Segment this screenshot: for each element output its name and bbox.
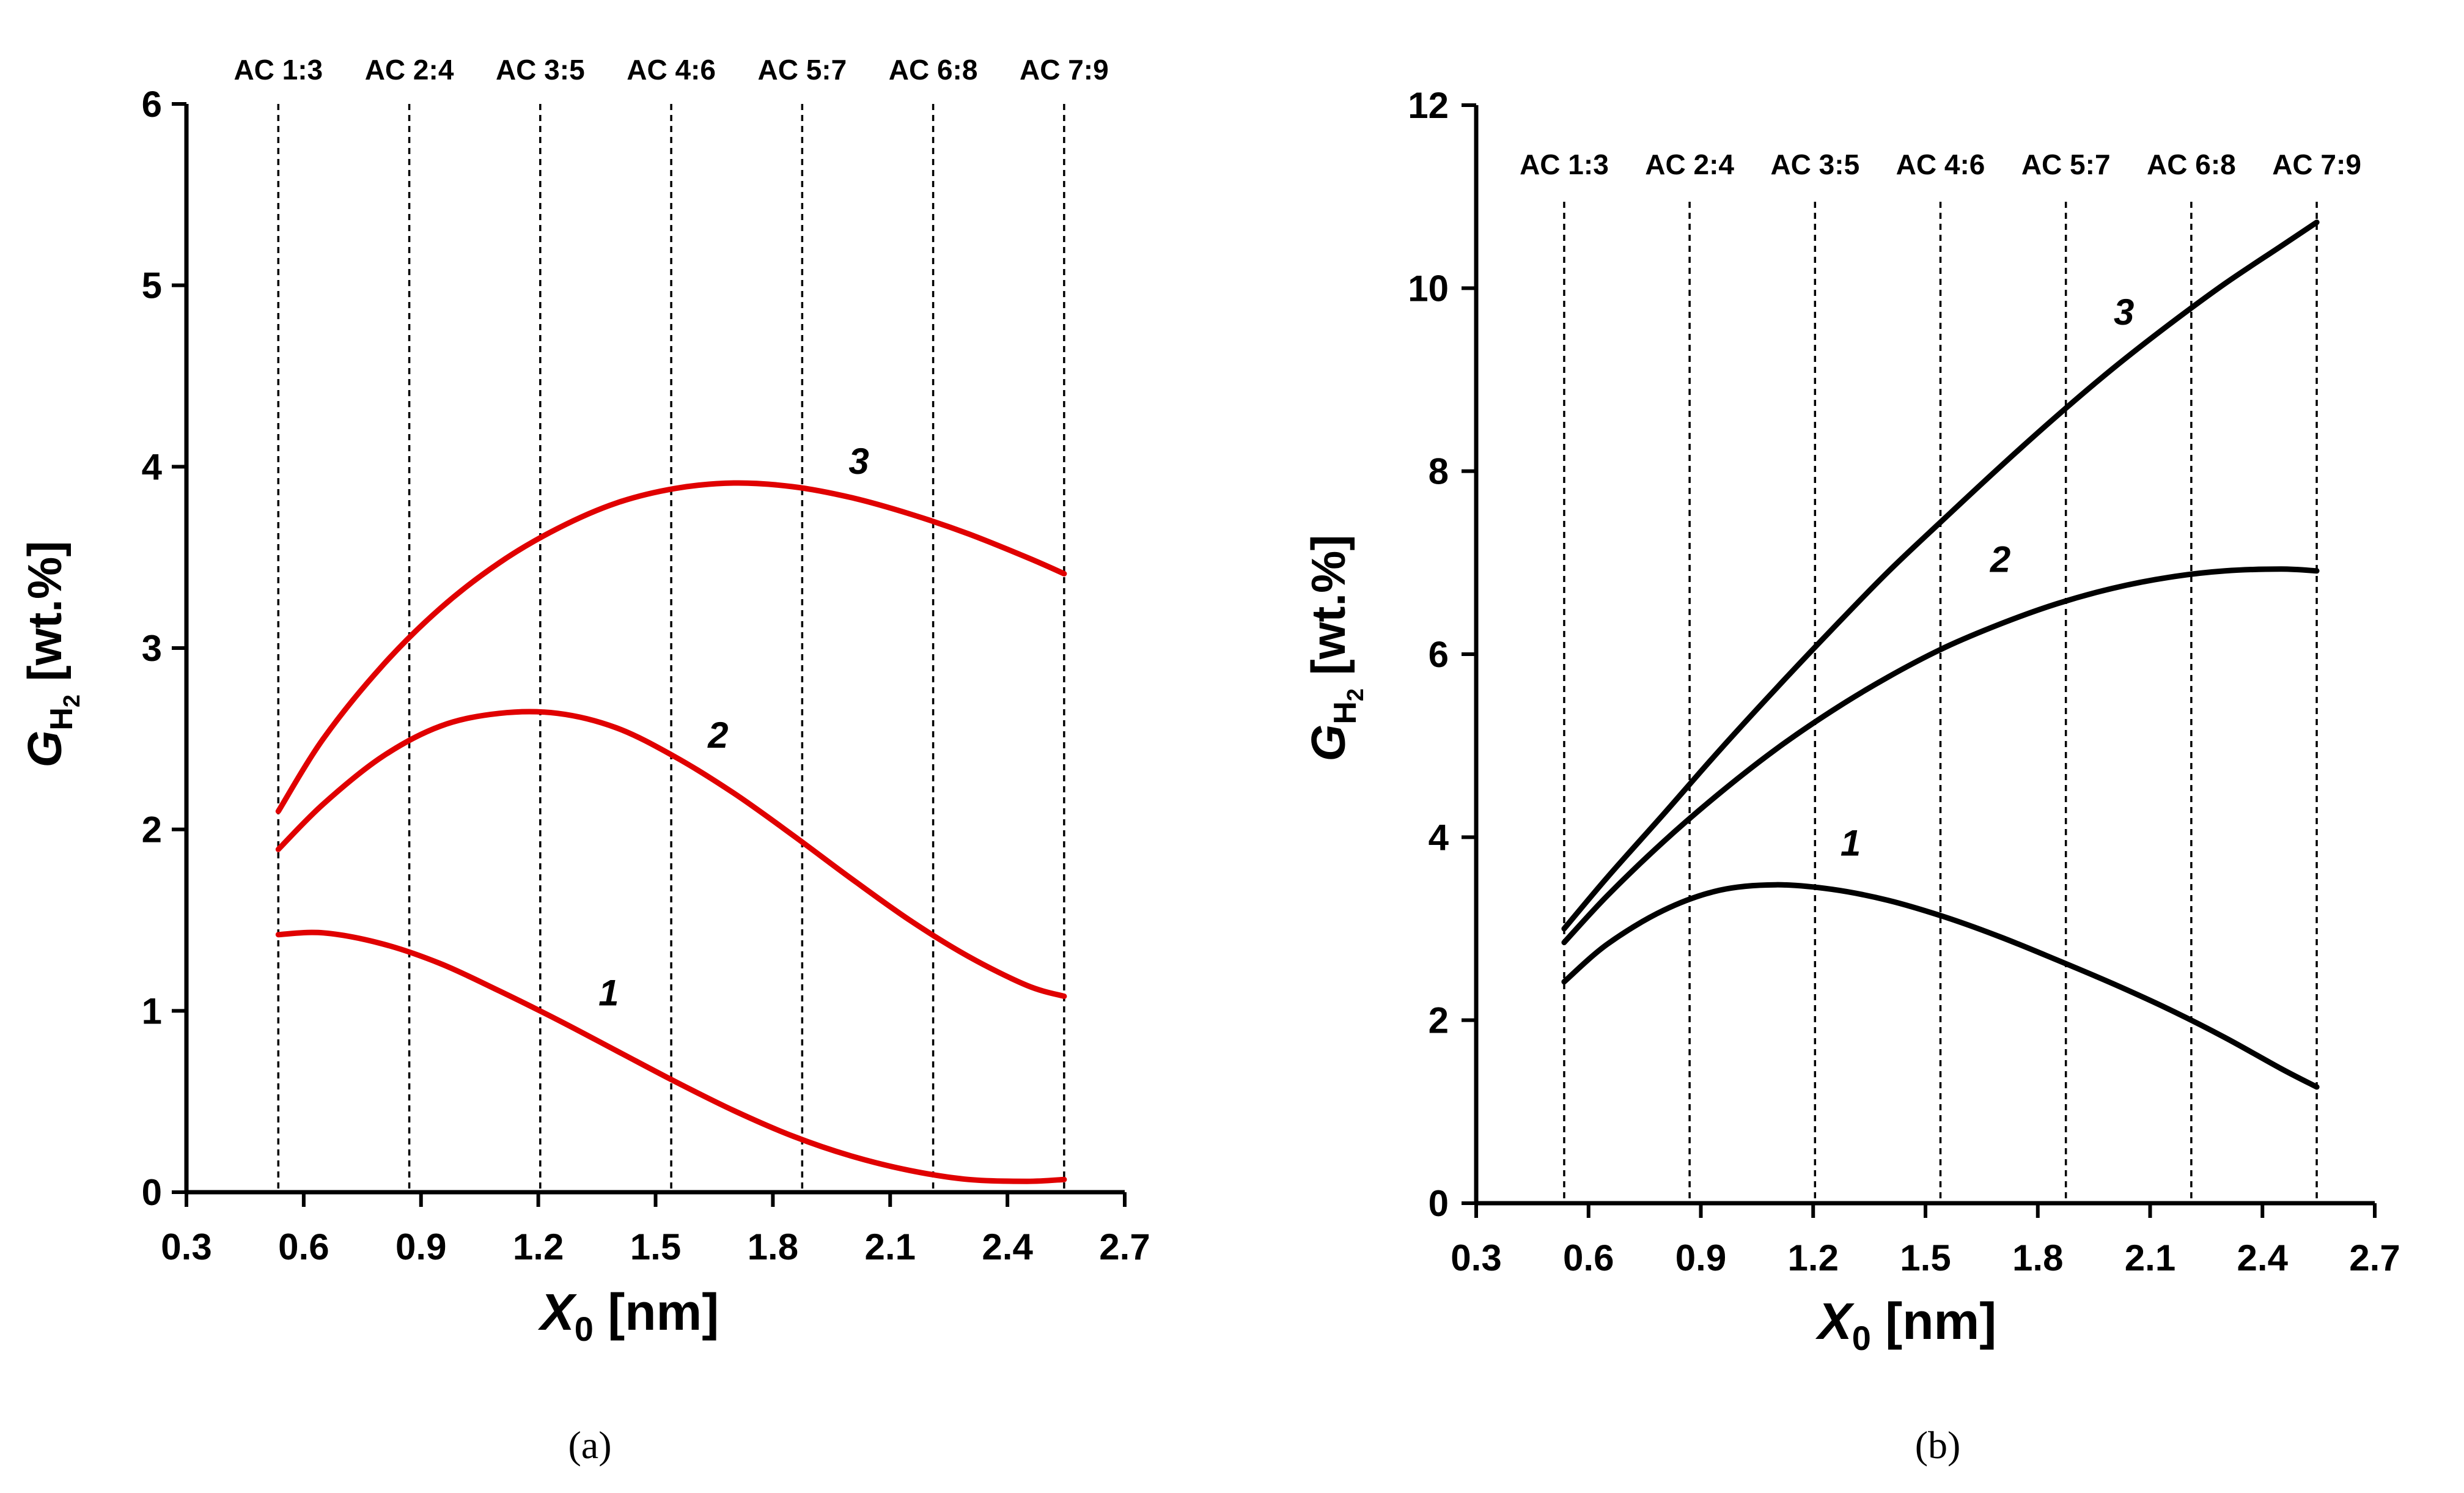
x-tick-label: 1.2	[513, 1226, 564, 1267]
x-tick-label: 2.1	[865, 1226, 916, 1267]
x-tick-label: 1.8	[748, 1226, 798, 1267]
y-tick-label: 0	[142, 1172, 162, 1213]
x-tick-label: 2.7	[1099, 1226, 1150, 1267]
y-tick-label: 3	[142, 628, 162, 669]
y-tick-label: 4	[1429, 817, 1449, 858]
ac-sample-label: AC 1:3	[234, 54, 323, 86]
x-axis-title: X0 [nm]	[538, 1283, 719, 1348]
series-3-label: 3	[848, 441, 869, 482]
x-tick-label: 2.1	[2125, 1237, 2175, 1278]
y-axis-title-unit: [wt.%]	[18, 541, 72, 695]
ac-sample-label: AC 4:6	[627, 54, 716, 86]
y-axis-title: GH2 [wt.%]	[18, 541, 85, 768]
y-axis-title-unit: [wt.%]	[1301, 535, 1355, 688]
y-axis-title-subscript: H	[44, 707, 79, 731]
x-tick-label: 0.3	[1451, 1237, 1501, 1278]
x-tick-label: 0.9	[395, 1226, 446, 1267]
ac-sample-label: AC 7:9	[2272, 149, 2361, 180]
x-axis-title-subscript: 0	[1852, 1319, 1871, 1357]
ac-sample-label: AC 1:3	[1520, 149, 1609, 180]
ac-sample-label: AC 7:9	[1020, 54, 1109, 86]
y-tick-label: 1	[142, 990, 162, 1031]
ac-sample-label: AC 3:5	[1770, 149, 1859, 180]
y-tick-label: 2	[1429, 1000, 1449, 1041]
panel-b-chart: AC 1:3 AC 2:4 AC 3:5 AC 4:6 AC 5:7 AC 6:8 AC 7…	[1301, 85, 2400, 1467]
series-1-label: 1	[1841, 822, 1861, 863]
y-axis-title-subsubscript: 2	[59, 695, 85, 707]
x-tick-label: 1.8	[2012, 1237, 2063, 1278]
x-tick-label: 2.4	[2237, 1237, 2289, 1278]
ac-sample-label: AC 4:6	[1896, 149, 1985, 180]
x-axis-title-symbol: X	[1815, 1292, 1855, 1350]
series-2-line	[1561, 566, 2320, 945]
ac-sample-label: AC 5:7	[2021, 149, 2111, 180]
y-tick-label: 10	[1408, 268, 1449, 309]
series-1-line	[1561, 882, 2320, 1090]
ac-sample-label: AC 3:5	[496, 54, 585, 86]
y-tick-label: 5	[142, 265, 162, 306]
ac-sample-label: AC 6:8	[2147, 149, 2236, 180]
y-tick-label: 6	[1429, 634, 1449, 675]
y-axis-title-symbol: G	[1301, 724, 1355, 762]
series-2-label: 2	[707, 715, 728, 756]
x-axis-title-subscript: 0	[575, 1310, 594, 1348]
x-tick-label: 0.6	[278, 1226, 329, 1267]
panel-a-chart: AC 1:3 AC 2:4 AC 3:5 AC 4:6 AC 5:7 AC 6:8 AC 7…	[18, 54, 1150, 1467]
x-axis-title-unit: [nm]	[1871, 1292, 1996, 1350]
series-3-label: 3	[2114, 292, 2134, 333]
y-tick-label: 0	[1429, 1183, 1449, 1224]
x-tick-label: 0.9	[1675, 1237, 1726, 1278]
y-tick-label: 6	[142, 84, 162, 125]
series-3-line	[1561, 219, 2320, 932]
x-tick-label: 1.5	[630, 1226, 681, 1267]
ac-sample-label: AC 6:8	[889, 54, 978, 86]
x-tick-label: 0.3	[161, 1226, 211, 1267]
series-2-line	[275, 709, 1067, 1000]
y-axis-title: GH2 [wt.%]	[1301, 535, 1369, 762]
y-axis-title-subsubscript: 2	[1343, 688, 1369, 701]
y-axis-title-symbol: G	[18, 731, 72, 768]
panel-caption: (b)	[1915, 1423, 1961, 1467]
y-tick-label: 2	[142, 809, 162, 850]
x-axis-title-unit: [nm]	[594, 1283, 719, 1341]
y-axis-title-subscript: H	[1328, 701, 1363, 724]
panel-caption: (a)	[568, 1423, 611, 1467]
series-1-line	[275, 929, 1067, 1184]
y-tick-label: 4	[142, 446, 163, 487]
ac-sample-label: AC 2:4	[1645, 149, 1734, 180]
x-tick-label: 2.4	[982, 1226, 1033, 1267]
ac-sample-label: AC 2:4	[365, 54, 454, 86]
y-tick-label: 8	[1429, 451, 1449, 492]
x-axis-title-symbol: X	[538, 1283, 578, 1341]
x-tick-label: 0.6	[1563, 1237, 1614, 1278]
y-tick-label: 12	[1408, 85, 1449, 126]
ac-sample-label: AC 5:7	[757, 54, 847, 86]
series-1-label: 1	[598, 972, 619, 1013]
x-tick-label: 1.2	[1788, 1237, 1839, 1278]
x-axis-title: X0 [nm]	[1815, 1292, 1996, 1357]
series-2-label: 2	[1990, 539, 2010, 580]
x-tick-label: 2.7	[2349, 1237, 2400, 1278]
x-tick-label: 1.5	[1900, 1237, 1951, 1278]
series-3-line	[275, 480, 1067, 814]
